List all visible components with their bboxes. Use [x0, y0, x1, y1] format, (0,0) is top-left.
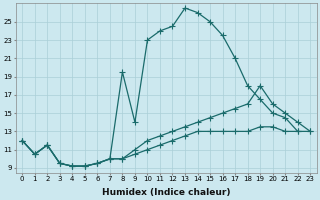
X-axis label: Humidex (Indice chaleur): Humidex (Indice chaleur)	[102, 188, 230, 197]
